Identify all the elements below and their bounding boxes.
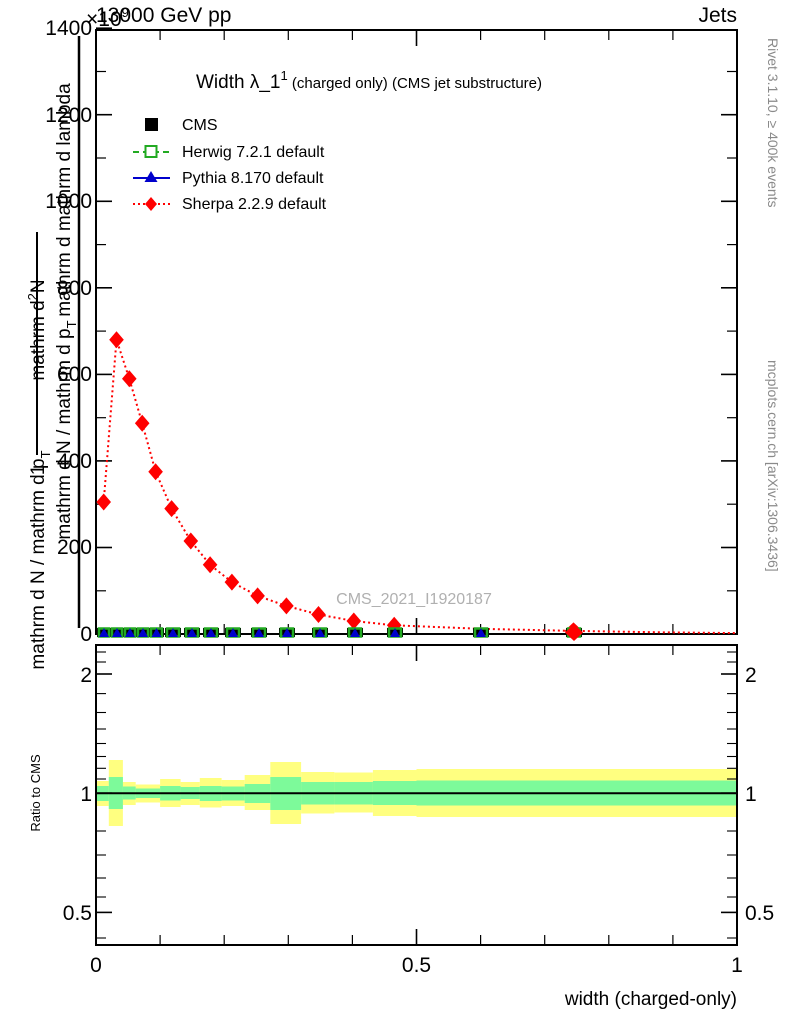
ratio-x-minor-ticks [159,645,674,945]
main-y-major-ticks [96,27,737,635]
legend-marker-cms [145,118,158,131]
ratio-y-tick-labels: 2 1 0.5 2 1 0.5 [63,664,774,925]
legend-marker-sherpa [145,197,157,211]
header-energy: 13000 GeV pp [96,4,231,27]
scale-exponent: ×109 [86,5,129,31]
y-label-outer-numerator: 1 [28,465,49,476]
ratio-y-axis-label: Ratio to CMS [28,754,43,832]
legend-item-cms[interactable]: CMS [145,117,218,134]
y-label-inner-denominator: mathrm d N / mathrm d pT [28,450,53,669]
legend-marker-herwig [144,145,158,158]
legend-label-sherpa: Sherpa 2.2.9 default [182,196,327,213]
watermark: CMS_2021_I1920187 [336,591,492,608]
legend-item-herwig[interactable]: Herwig 7.2.1 default [133,144,325,161]
ratio-y-minor-ticks [96,651,737,939]
y-tick-0: 0 [80,623,92,646]
y-label-col2-upper: mathrm d mathrm d lambda [54,83,75,317]
series-baseline-group [97,624,583,641]
ratio-tick-2-right: 2 [745,664,757,687]
y-label-inner-numerator: mathrm d2N [25,279,49,380]
x-tick-1: 1 [731,954,743,977]
main-x-minor-ticks [159,30,674,634]
main-y-axis-label: mathrm d2N mathrm d N / mathrm d pT 1 ma… [25,36,81,670]
y-tick-800: 800 [57,277,92,300]
main-x-major-ticks [95,30,738,634]
plot-title: Width λ_11 (charged only) (CMS jet subst… [196,68,542,93]
y-tick-400: 400 [57,450,92,473]
y-tick-1000: 1000 [45,190,92,213]
legend-item-pythia[interactable]: Pythia 8.170 default [133,170,324,187]
ratio-x-major-ticks [95,645,738,945]
main-y-minor-ticks [96,70,737,592]
ratio-tick-1-left: 1 [80,783,92,806]
legend-label-pythia: Pythia 8.170 default [182,170,324,187]
legend: CMS Herwig 7.2.1 default Pythia 8.170 de… [133,117,327,213]
legend-item-sherpa[interactable]: Sherpa 2.2.9 default [133,196,327,213]
x-tick-0: 0 [90,954,102,977]
sherpa-line [102,339,738,635]
legend-label-cms: CMS [182,117,218,134]
side-note-rivet: Rivet 3.1.10, ≥ 400k events [765,38,781,208]
y-tick-1400: 1400 [45,17,92,40]
x-tick-labels: 0 0.5 1 [90,954,743,977]
ratio-tick-05-left: 0.5 [63,902,92,925]
ratio-bands [97,760,736,826]
legend-marker-pythia [144,171,158,182]
ratio-y-major-ticks [96,673,737,914]
ratio-tick-2-left: 2 [80,664,92,687]
x-axis-label: width (charged-only) [564,989,737,1010]
y-tick-1200: 1200 [45,104,92,127]
y-tick-200: 200 [57,536,92,559]
y-tick-600: 600 [57,363,92,386]
ratio-tick-1-right: 1 [745,783,757,806]
sherpa-marker-baseline [565,624,583,641]
y-label-col2-lower: mathrm d N / mathrm d pT [54,320,79,539]
main-y-tick-labels: 0 200 400 600 800 1000 1200 1400 [45,17,92,646]
header-jets: Jets [698,4,737,27]
side-note-mcplots: mcplots.cern.ch [arXiv:1306.3436] [765,360,781,572]
ratio-tick-05-right: 0.5 [745,902,774,925]
legend-label-herwig: Herwig 7.2.1 default [182,144,325,161]
x-tick-05: 0.5 [402,954,431,977]
